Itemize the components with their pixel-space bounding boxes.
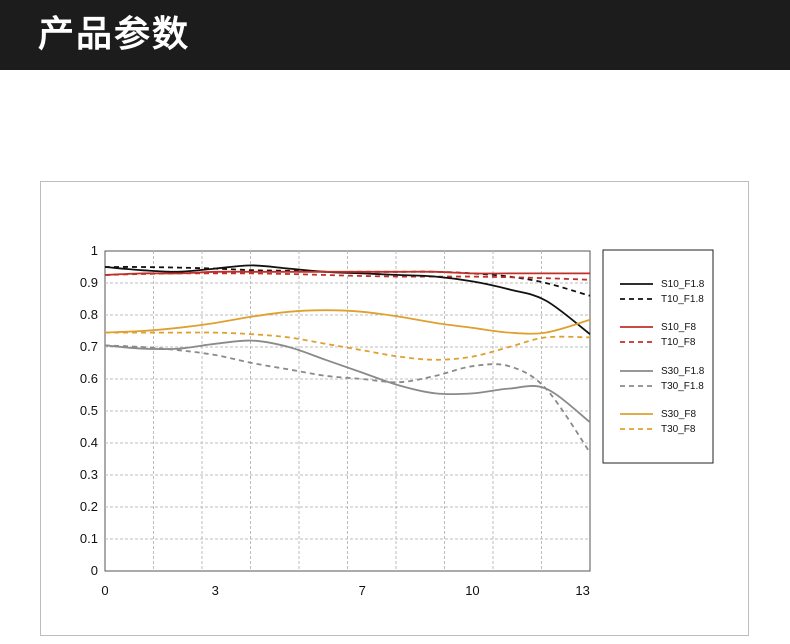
header-bar: 产品参数 [0,0,790,70]
legend-label-T10_F8: T10_F8 [661,337,696,348]
legend-label-S30_F1.8: S30_F1.8 [661,366,705,377]
y-tick-label: 0.5 [80,403,98,418]
legend-label-S10_F1.8: S10_F1.8 [661,279,705,290]
y-tick-label: 0.2 [80,499,98,514]
y-tick-label: 0.6 [80,371,98,386]
legend-label-S10_F8: S10_F8 [661,322,696,333]
x-tick-label: 10 [465,583,479,598]
y-tick-label: 0 [91,563,98,578]
y-tick-label: 0.3 [80,467,98,482]
x-tick-label: 13 [575,583,589,598]
y-tick-label: 0.8 [80,307,98,322]
page-title: 产品参数 [38,14,191,55]
x-tick-label: 0 [101,583,108,598]
series-line-S30_F1.8 [104,339,591,423]
legend-label-T30_F1.8: T30_F1.8 [661,381,704,392]
legend-box [602,249,714,464]
series-line-S10_F8 [104,270,590,276]
series-line-S10_F1.8 [104,264,591,335]
y-tick-label: 0.7 [80,339,98,354]
x-tick-label: 3 [212,583,219,598]
series-line-S30_F8 [104,309,591,335]
series-line-T30_F1.8 [104,344,591,454]
x-tick-label: 7 [359,583,366,598]
legend-label-T30_F8: T30_F8 [661,424,696,435]
y-tick-label: 0.4 [80,435,98,450]
series-line-T30_F8 [105,331,591,361]
y-tick-label: 0.1 [80,531,98,546]
y-tick-label: 0.9 [80,275,98,290]
legend-label-S30_F8: S30_F8 [661,409,696,420]
y-tick-label: 1 [91,243,98,258]
legend-label-T10_F1.8: T10_F1.8 [661,294,704,305]
